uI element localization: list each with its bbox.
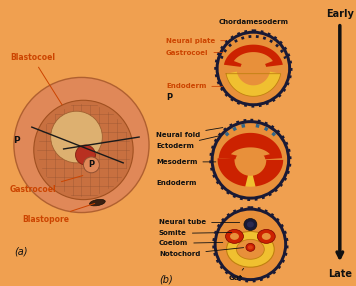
- Ellipse shape: [226, 231, 274, 267]
- Circle shape: [216, 210, 284, 278]
- Text: P: P: [14, 136, 20, 144]
- Polygon shape: [218, 158, 248, 186]
- Circle shape: [214, 208, 287, 281]
- Text: Notochord: Notochord: [159, 248, 244, 257]
- Ellipse shape: [230, 233, 239, 240]
- Polygon shape: [224, 45, 283, 67]
- Text: Blastopore: Blastopore: [22, 203, 95, 224]
- Ellipse shape: [247, 221, 254, 227]
- Ellipse shape: [226, 229, 244, 243]
- Text: Coelom: Coelom: [159, 240, 223, 246]
- Circle shape: [219, 34, 288, 103]
- Polygon shape: [219, 133, 282, 159]
- Text: Neural tube: Neural tube: [159, 219, 240, 225]
- Circle shape: [211, 120, 290, 200]
- Circle shape: [75, 145, 95, 165]
- Text: Endoderm: Endoderm: [156, 180, 197, 186]
- Text: Chordamesoderm: Chordamesoderm: [218, 19, 288, 25]
- Text: (b): (b): [159, 274, 173, 284]
- Circle shape: [214, 123, 287, 197]
- Ellipse shape: [248, 245, 253, 249]
- Text: Blastocoel: Blastocoel: [10, 53, 62, 105]
- Ellipse shape: [262, 233, 271, 240]
- Polygon shape: [224, 164, 276, 187]
- Ellipse shape: [89, 199, 105, 206]
- Circle shape: [83, 157, 99, 173]
- Circle shape: [216, 31, 291, 106]
- Polygon shape: [234, 52, 273, 65]
- Text: Gastrocoel: Gastrocoel: [166, 49, 223, 55]
- Text: (a): (a): [14, 246, 27, 256]
- Polygon shape: [226, 72, 281, 96]
- Text: Endoderm: Endoderm: [166, 83, 223, 89]
- Text: Gut: Gut: [229, 268, 244, 281]
- Ellipse shape: [246, 243, 255, 251]
- Text: Mesoderm: Mesoderm: [156, 159, 216, 165]
- Text: Gastrocoel: Gastrocoel: [10, 176, 83, 194]
- Text: Ectoderm: Ectoderm: [156, 136, 220, 149]
- Circle shape: [14, 78, 149, 212]
- Ellipse shape: [236, 239, 264, 259]
- Circle shape: [51, 111, 102, 163]
- Ellipse shape: [244, 219, 257, 231]
- Text: Neural plate: Neural plate: [166, 38, 226, 44]
- Polygon shape: [231, 147, 270, 157]
- Ellipse shape: [257, 229, 275, 243]
- Text: P: P: [166, 93, 172, 102]
- Text: Early: Early: [326, 9, 354, 19]
- Text: Somite: Somite: [159, 231, 232, 237]
- Text: Late: Late: [328, 269, 352, 279]
- Text: P: P: [88, 160, 94, 169]
- Polygon shape: [253, 160, 283, 186]
- Circle shape: [34, 100, 133, 200]
- Text: Neural fold: Neural fold: [156, 128, 223, 138]
